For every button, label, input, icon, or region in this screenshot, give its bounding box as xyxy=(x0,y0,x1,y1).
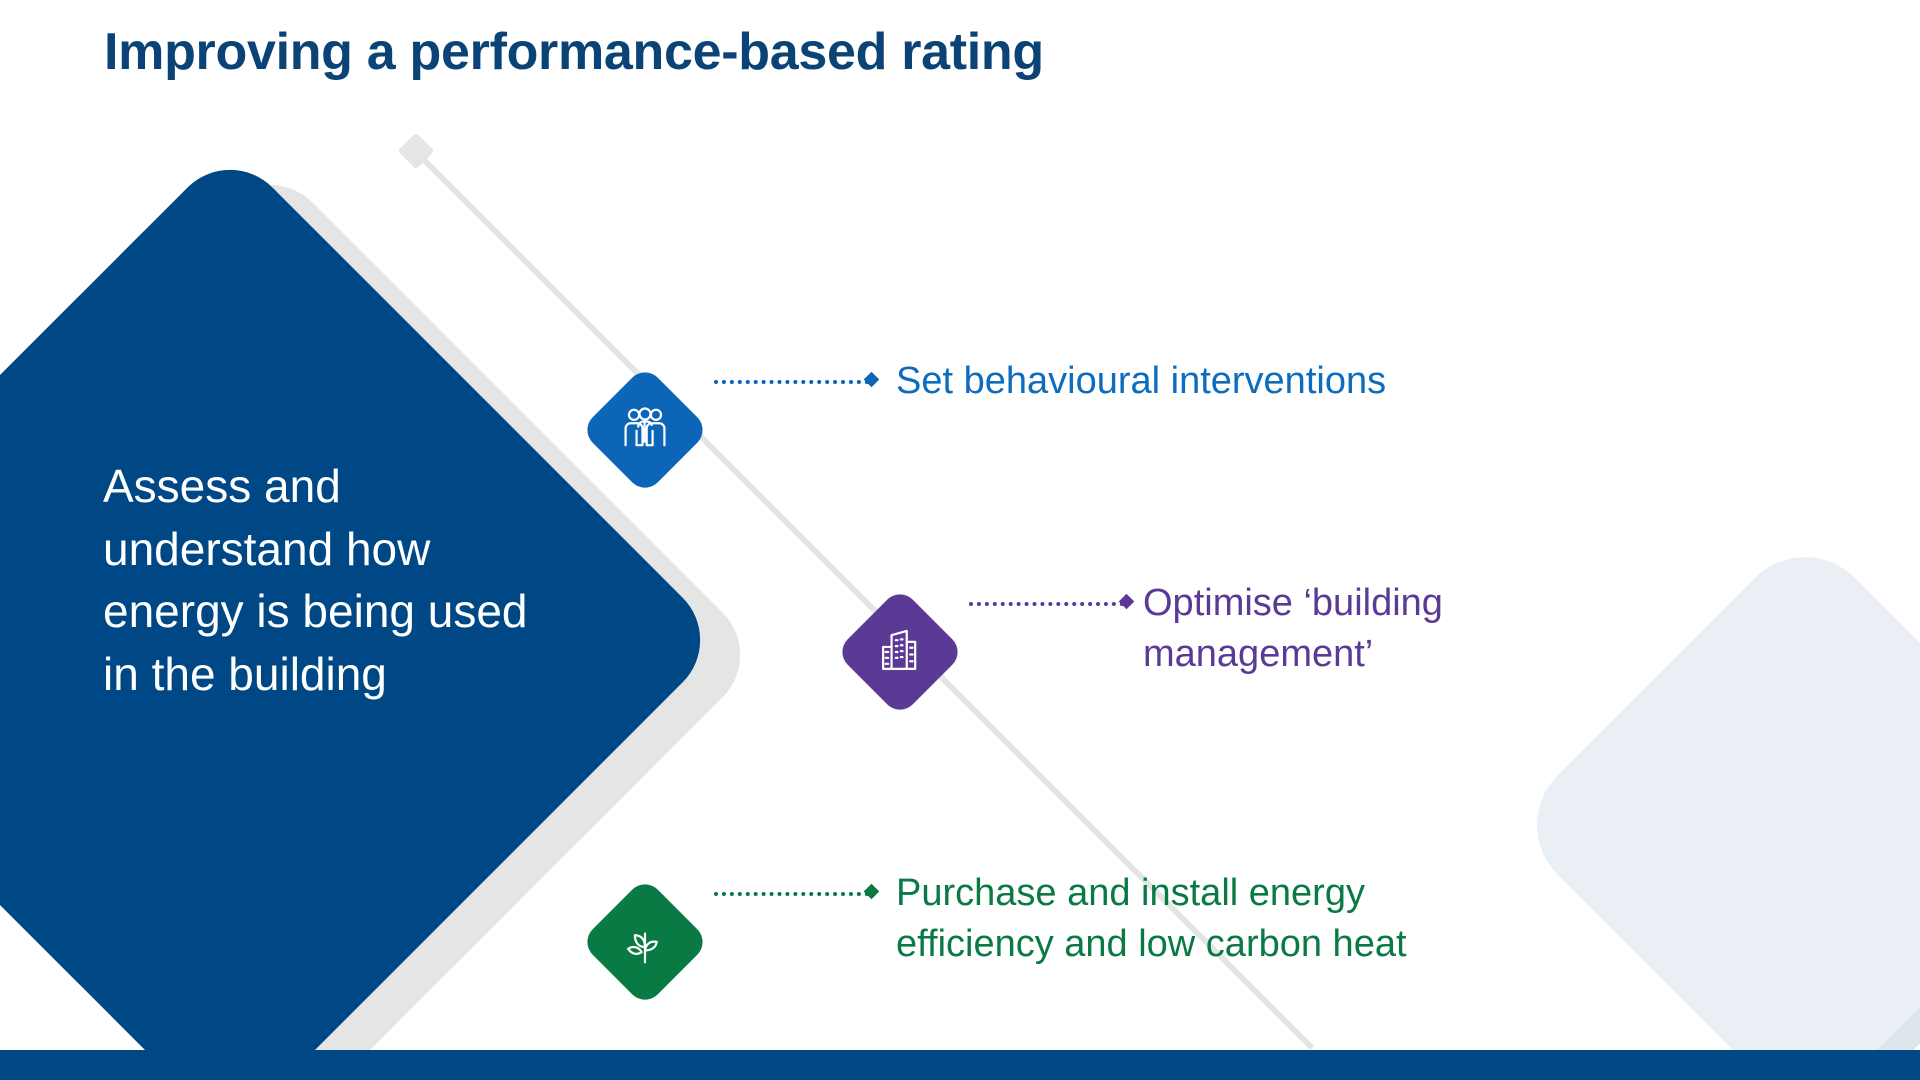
connector-line xyxy=(714,892,869,896)
main-card-text: Assess and understand how energy is bein… xyxy=(103,460,528,700)
step-icon-office-buildings[interactable] xyxy=(834,586,966,718)
connector-endpoint-icon xyxy=(863,371,880,388)
step-label-purchase-install: Purchase and install energy efficiency a… xyxy=(896,872,1407,965)
step-icon-people-group[interactable] xyxy=(579,364,711,496)
step-icon-plant-leaf[interactable] xyxy=(579,876,711,1008)
page-title: Improving a performance-based rating xyxy=(104,23,1044,81)
plant-leaf-icon xyxy=(627,932,658,964)
people-group-icon xyxy=(624,407,666,447)
connector-endpoint-icon xyxy=(1118,593,1135,610)
step-label-behavioural: Set behavioural interventions xyxy=(896,360,1387,402)
office-buildings-icon xyxy=(882,629,917,670)
connector-endpoint-icon xyxy=(863,883,880,900)
connector-line xyxy=(969,602,1124,606)
connector-line xyxy=(714,380,869,384)
bottom-accent-bar xyxy=(0,1050,1920,1080)
step-label-building-management: Optimise ‘building management’ xyxy=(1143,582,1443,675)
pale-diamond-back xyxy=(1631,631,1920,1080)
diagonal-line-cap-icon xyxy=(397,132,435,170)
